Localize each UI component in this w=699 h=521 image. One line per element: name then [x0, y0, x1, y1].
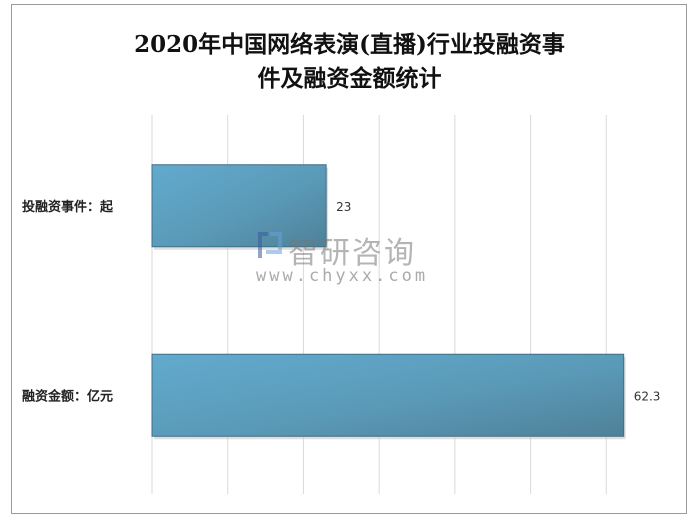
- title-line-2: 件及融资金额统计: [257, 65, 442, 92]
- category-label: 投融资事件：起: [22, 199, 114, 215]
- data-label: 62.3: [634, 389, 661, 403]
- title-line-1: 2020年中国网络表演(直播)行业投融资事: [134, 31, 565, 58]
- data-label: 23: [336, 200, 351, 214]
- bar: [151, 353, 625, 437]
- bar: [151, 164, 327, 248]
- chart-title: 2020年中国网络表演(直播)行业投融资事 件及融资金额统计: [0, 28, 699, 96]
- category-label: 融资金额：亿元: [22, 388, 113, 404]
